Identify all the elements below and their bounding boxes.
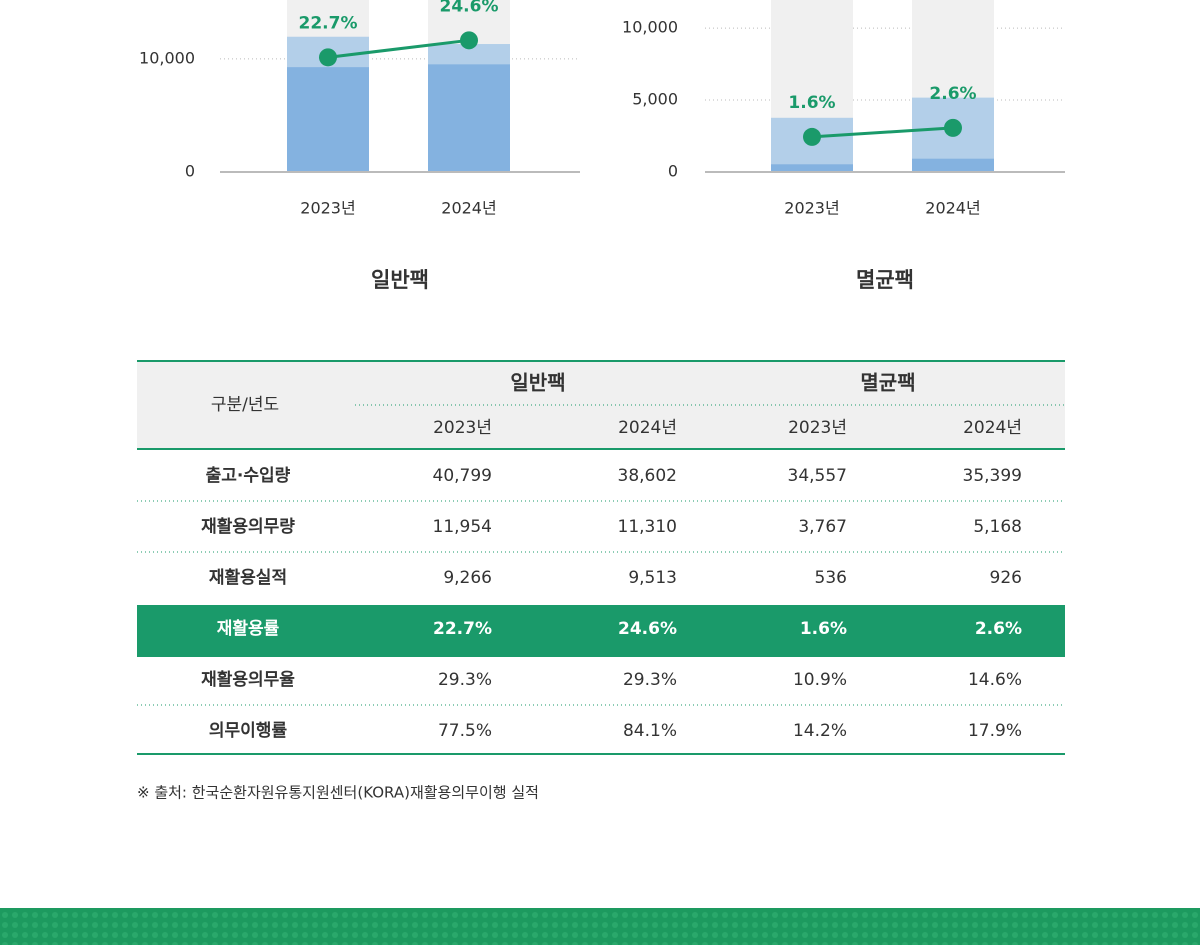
- line-point: [460, 31, 478, 50]
- bar: [428, 64, 510, 172]
- chart-title: 멸균팩: [856, 268, 914, 292]
- data-label: 1.6%: [788, 93, 835, 113]
- table-corner: 구분/년도: [211, 395, 279, 415]
- table-header-bg: [137, 361, 1065, 449]
- table-cell: 22.7%: [433, 619, 492, 639]
- highlight-row: [137, 605, 1065, 657]
- group-header: 일반팩: [510, 371, 565, 395]
- row-label: 의무이행률: [209, 721, 288, 741]
- x-tick-label: 2024년: [925, 199, 980, 218]
- table-cell: 38,602: [618, 466, 677, 486]
- line: [327, 38, 470, 59]
- table-cell: 3,767: [798, 517, 847, 537]
- year-header: 2023년: [433, 418, 492, 438]
- bar: [287, 67, 369, 172]
- chart-title: 일반팩: [371, 268, 429, 292]
- x-tick-label: 2023년: [784, 199, 839, 218]
- table-cell: 9,266: [443, 568, 492, 588]
- table-cell: 10.9%: [793, 670, 847, 690]
- bar: [912, 158, 994, 172]
- y-tick-label: 10,000: [622, 18, 678, 37]
- x-tick-label: 2024년: [441, 199, 496, 218]
- source-note: ※ 출처: 한국순환자원유통지원센터(KORA)재활용의무이행 실적: [137, 784, 539, 802]
- table-cell: 5,168: [973, 517, 1022, 537]
- x-tick-label: 2023년: [300, 199, 355, 218]
- table-cell: 84.1%: [623, 721, 677, 741]
- line-point: [803, 127, 821, 146]
- table-cell: 40,799: [433, 466, 492, 486]
- table-cell: 29.3%: [623, 670, 677, 690]
- year-header: 2023년: [788, 418, 847, 438]
- footer-band: [0, 908, 1200, 945]
- y-tick-label: 5,000: [632, 90, 678, 109]
- table-cell: 17.9%: [968, 721, 1022, 741]
- table-cell: 2.6%: [975, 619, 1022, 639]
- table-cell: 14.2%: [793, 721, 847, 741]
- table-cell: 536: [815, 568, 847, 588]
- row-label: 재활용률: [217, 618, 280, 639]
- data-label: 24.6%: [440, 0, 499, 16]
- bar: [771, 164, 853, 172]
- table-cell: 29.3%: [438, 670, 492, 690]
- year-header: 2024년: [618, 418, 677, 438]
- y-tick-label: 10,000: [139, 48, 195, 67]
- line-point: [319, 48, 337, 67]
- table-cell: 34,557: [788, 466, 847, 486]
- y-tick-label: 0: [668, 162, 678, 181]
- table-cell: 1.6%: [800, 619, 847, 639]
- table-cell: 9,513: [628, 568, 677, 588]
- table-cell: 14.6%: [968, 670, 1022, 690]
- year-header: 2024년: [963, 418, 1022, 438]
- table-cell: 35,399: [963, 466, 1022, 486]
- group-header: 멸균팩: [860, 371, 915, 395]
- table-cell: 77.5%: [438, 721, 492, 741]
- row-label: 재활용실적: [209, 567, 287, 588]
- table-cell: 926: [990, 568, 1022, 588]
- table-cell: 11,310: [618, 517, 677, 537]
- table-cell: 11,954: [433, 517, 492, 537]
- line: [811, 126, 954, 139]
- data-label: 22.7%: [299, 13, 358, 33]
- row-label: 재활용의무량: [201, 516, 295, 537]
- row-label: 재활용의무율: [201, 669, 295, 690]
- y-tick-label: 0: [185, 162, 195, 181]
- row-label: 출고·수입량: [206, 466, 291, 486]
- table-cell: 24.6%: [618, 619, 677, 639]
- line-point: [944, 118, 962, 137]
- data-label: 2.6%: [929, 84, 976, 104]
